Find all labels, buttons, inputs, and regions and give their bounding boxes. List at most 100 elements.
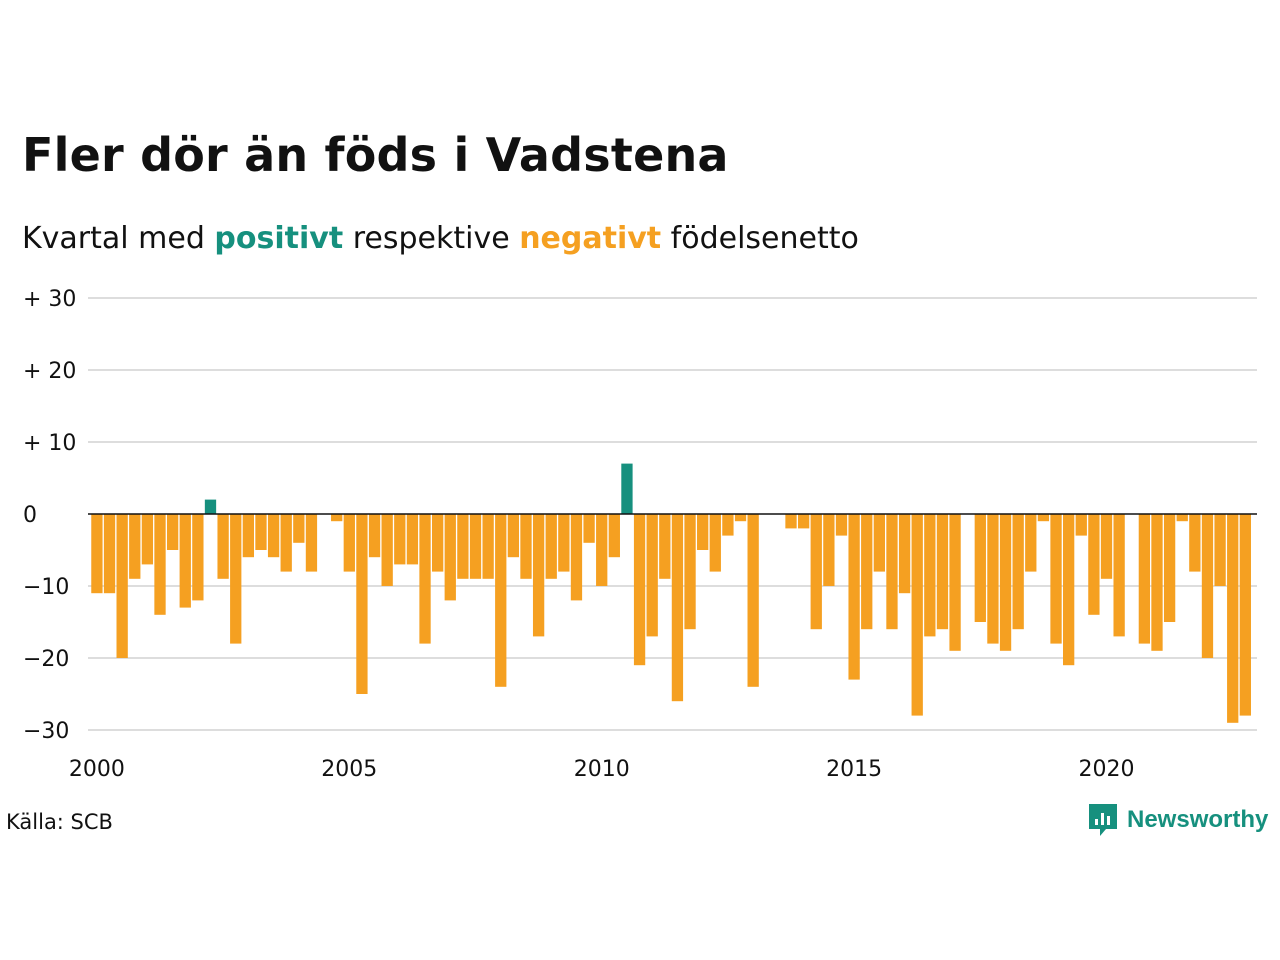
y-tick-label: −20 — [23, 647, 69, 672]
bar-negative — [633, 514, 646, 666]
bar-negative — [1025, 514, 1037, 572]
bar-negative — [1176, 514, 1188, 522]
bar-negative — [697, 514, 709, 550]
bar-negative — [583, 514, 595, 543]
bar-negative — [734, 514, 747, 522]
brand-name: Newsworthy — [1127, 806, 1269, 833]
bar-negative — [507, 514, 520, 558]
bar-negative — [1151, 514, 1163, 651]
bar-negative — [873, 514, 885, 572]
bar-negative — [469, 514, 482, 579]
bar-negative — [861, 514, 873, 630]
subtitle-positive-word: positivt — [214, 221, 344, 256]
bar-negative — [293, 514, 305, 543]
bar-negative — [1201, 514, 1214, 658]
bar-negative — [154, 514, 166, 615]
bar-negative — [949, 514, 961, 651]
bar-negative — [129, 514, 141, 579]
subtitle-negative-word: negativt — [519, 221, 662, 256]
bar-negative — [1050, 514, 1062, 644]
bar-negative — [545, 514, 557, 579]
bar-negative — [848, 514, 860, 680]
bar-negative — [141, 514, 154, 565]
bar-negative — [1214, 514, 1226, 586]
bar-negative — [1189, 514, 1201, 572]
bar-negative — [608, 514, 620, 558]
bar-negative — [217, 514, 229, 579]
bar-negative — [482, 514, 494, 579]
bar-negative — [671, 514, 684, 702]
brand-logo: Newsworthy — [1087, 802, 1268, 838]
bar-negative — [394, 514, 406, 565]
bar-negative — [785, 514, 797, 529]
bar-negative — [797, 514, 810, 529]
subtitle-suffix: födelsenetto — [661, 221, 859, 256]
bar-negative — [305, 514, 318, 572]
bar-negative — [999, 514, 1012, 651]
bar-negative — [1012, 514, 1024, 630]
bar-negative — [532, 514, 545, 637]
bar-negative — [709, 514, 721, 572]
bar-negative — [646, 514, 658, 637]
y-tick-label: 0 — [23, 503, 37, 528]
bar-negative — [1239, 514, 1251, 716]
bar-negative — [810, 514, 822, 630]
bar-negative — [596, 514, 608, 586]
bar-negative — [747, 514, 759, 687]
bar-negative — [1113, 514, 1125, 637]
bar-negative — [192, 514, 204, 601]
x-tick-label: 2015 — [826, 757, 882, 782]
bar-negative — [444, 514, 456, 601]
bar-negative — [356, 514, 368, 694]
bar-negative — [835, 514, 848, 536]
bar-positive — [204, 499, 217, 514]
bar-negative — [381, 514, 393, 586]
chart-subtitle: Kvartal med positivt respektive negativt… — [22, 221, 859, 256]
bar-positive — [621, 463, 633, 514]
bar-negative — [91, 514, 103, 594]
bar-negative — [924, 514, 936, 637]
bar-negative — [242, 514, 254, 558]
source-label: Källa: SCB — [6, 810, 113, 834]
chart-title: Fler dör än föds i Vadstena — [22, 128, 729, 182]
bar-negative — [936, 514, 949, 630]
bar-negative — [558, 514, 570, 572]
bar-negative — [1163, 514, 1176, 622]
bar-negative — [230, 514, 242, 644]
bar-negative — [116, 514, 128, 658]
newsworthy-logo-icon — [1089, 804, 1117, 836]
x-tick-label: 2010 — [574, 757, 630, 782]
bar-negative — [255, 514, 267, 550]
bar-negative — [179, 514, 191, 608]
y-tick-label: + 10 — [23, 431, 76, 456]
bar-negative — [659, 514, 671, 579]
bar-negative — [684, 514, 696, 630]
x-tick-label: 2000 — [69, 757, 125, 782]
bar-negative — [987, 514, 999, 644]
x-tick-label: 2005 — [321, 757, 377, 782]
bar-negative — [570, 514, 583, 601]
y-tick-label: + 30 — [23, 287, 76, 312]
bar-negative — [722, 514, 734, 536]
bar-negative — [974, 514, 986, 622]
bar-negative — [520, 514, 532, 579]
bar-negative — [1138, 514, 1151, 644]
bar-negative — [267, 514, 280, 558]
bar-negative — [419, 514, 431, 644]
bar-negative — [823, 514, 835, 586]
bar-negative — [911, 514, 923, 716]
bar-negative — [432, 514, 444, 572]
subtitle-middle: respektive — [343, 221, 520, 256]
bar-negative — [1037, 514, 1050, 522]
bar-negative — [1063, 514, 1075, 666]
bar-negative — [1227, 514, 1239, 723]
bar-negative — [103, 514, 116, 594]
y-tick-label: −10 — [23, 575, 69, 600]
bar-negative — [1075, 514, 1087, 536]
bar-negative — [457, 514, 469, 579]
bar-negative — [166, 514, 179, 550]
y-tick-label: −30 — [23, 719, 69, 744]
bar-negative — [1100, 514, 1113, 579]
bar-negative — [343, 514, 355, 572]
